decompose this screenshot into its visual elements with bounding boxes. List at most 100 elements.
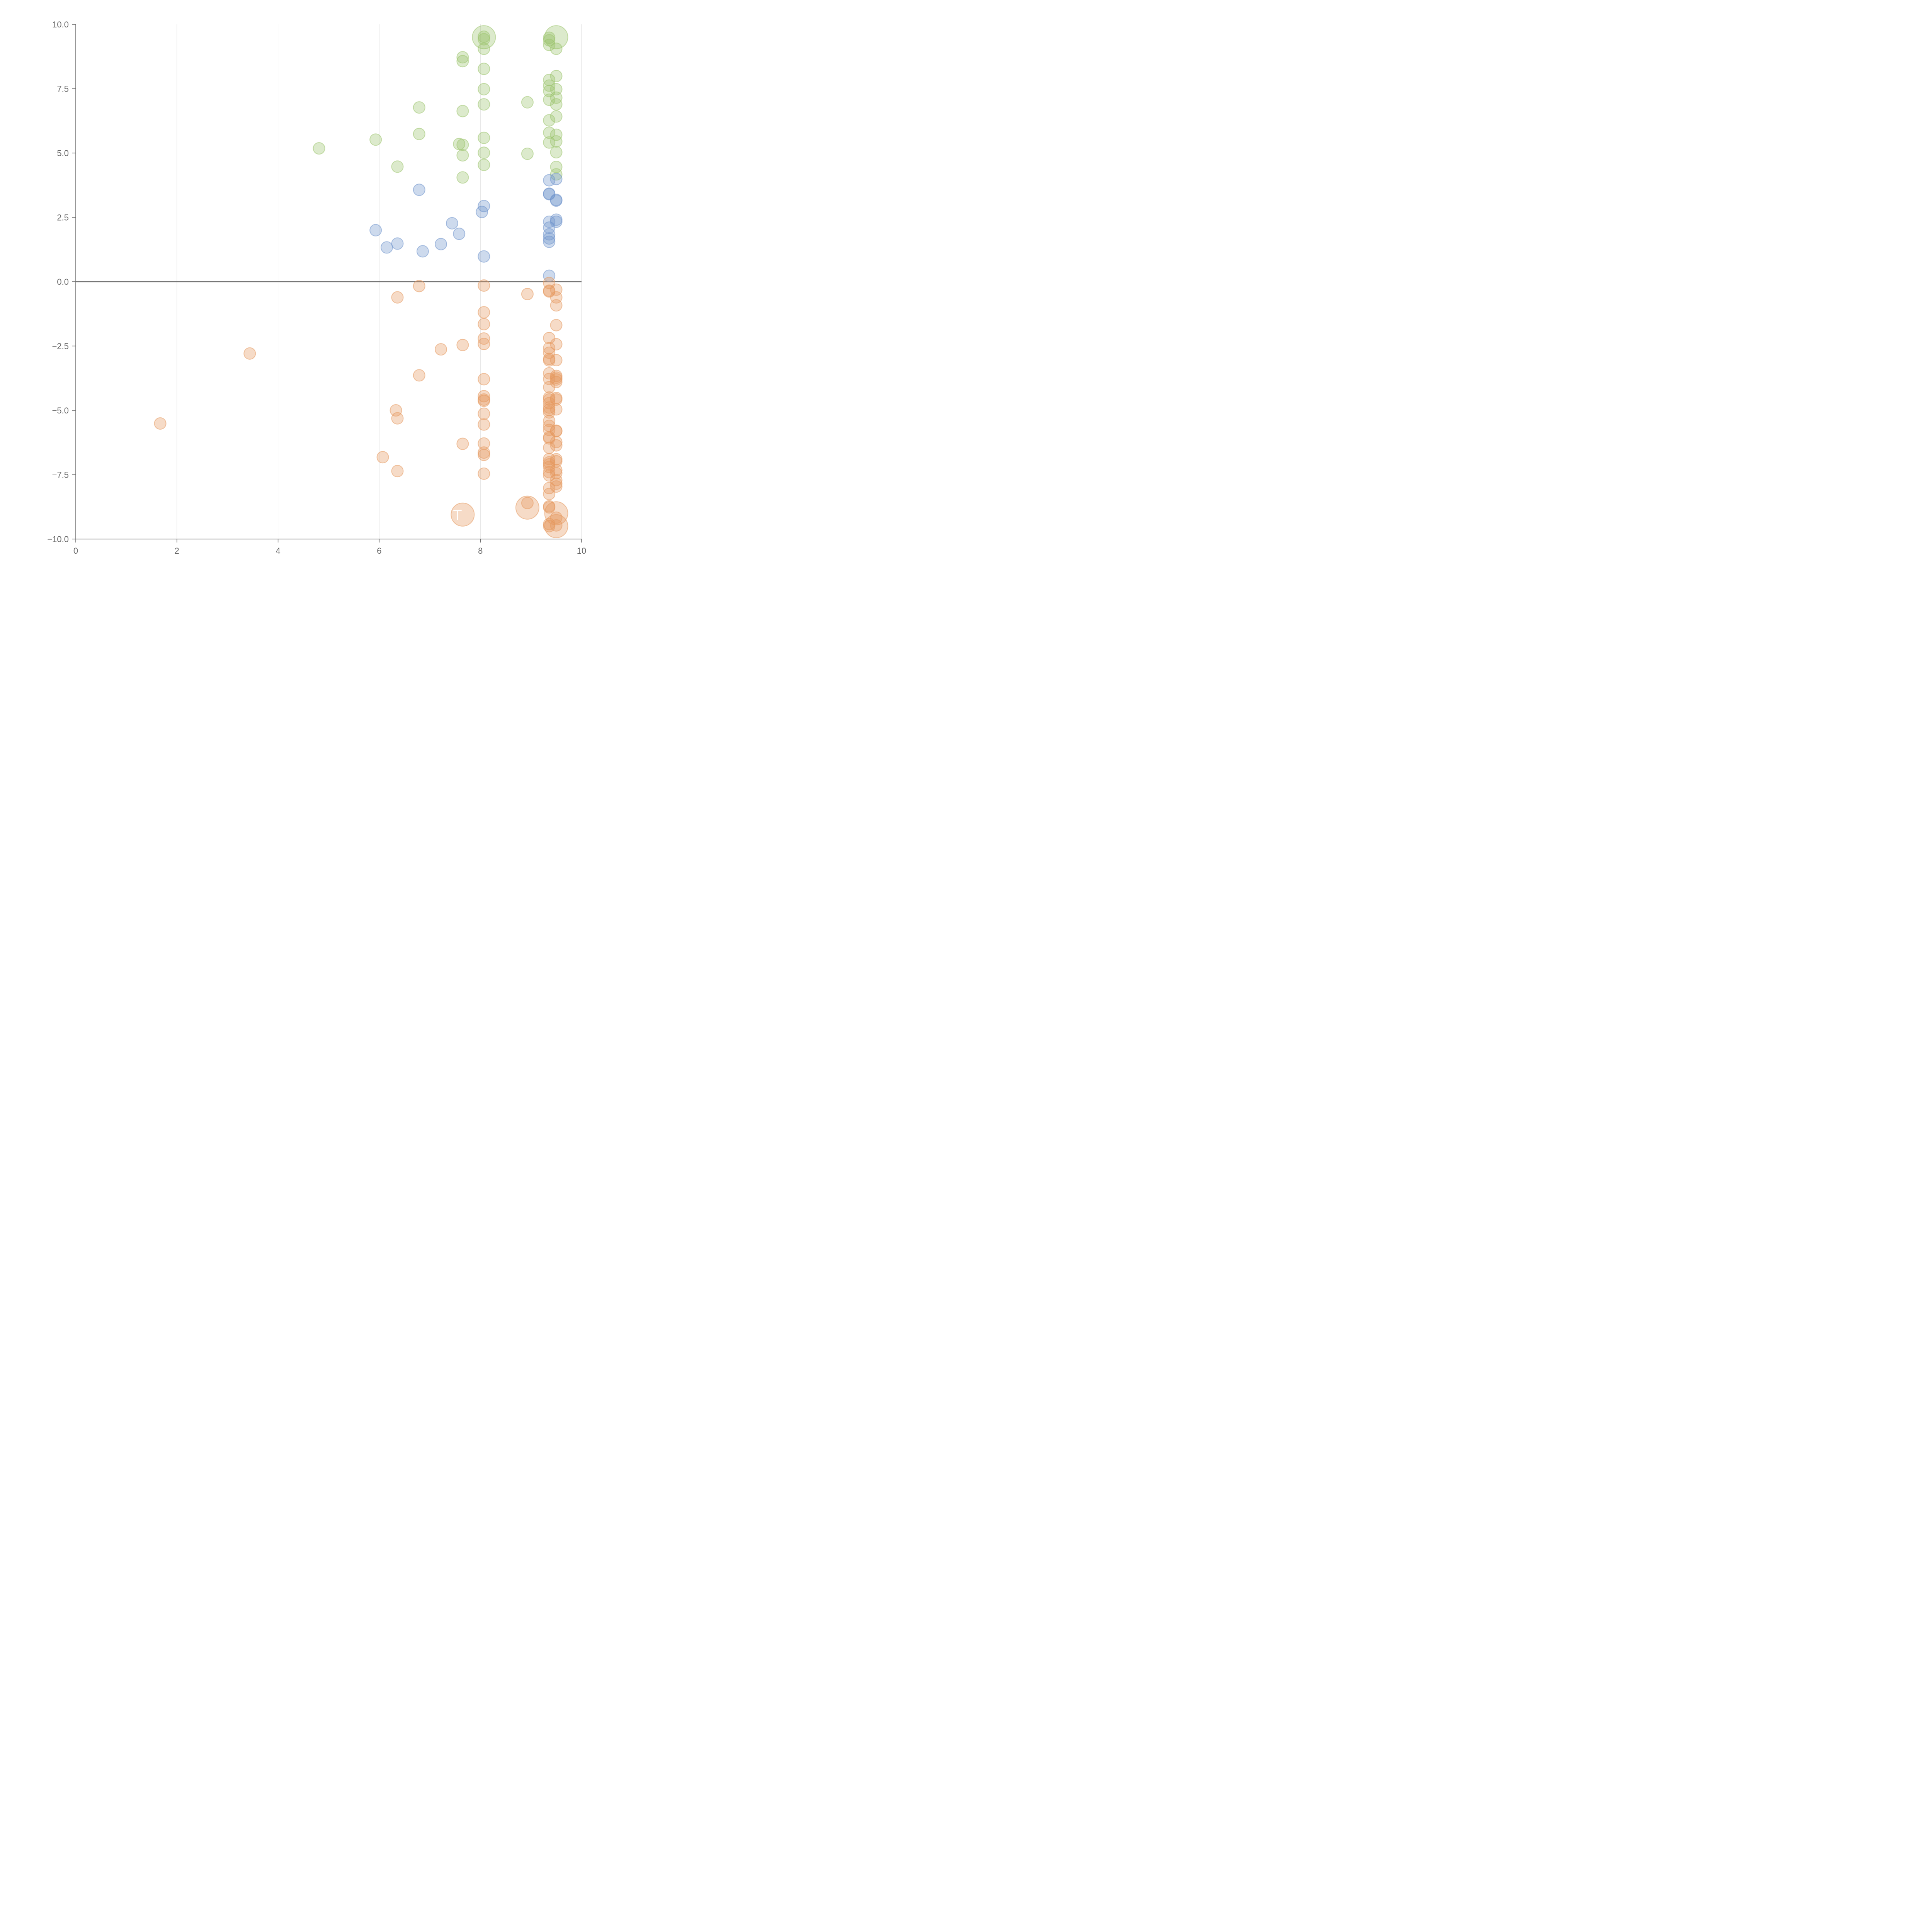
data-point-2-59	[543, 488, 556, 500]
data-point-2-85	[550, 474, 563, 486]
data-point-2-66	[550, 299, 563, 312]
data-point-2-39	[543, 381, 556, 394]
data-point-0-38	[550, 110, 563, 123]
data-point-0-17	[478, 98, 490, 111]
data-points	[154, 25, 568, 538]
data-point-0-25	[543, 39, 556, 51]
data-point-2-5	[391, 412, 404, 425]
data-point-2-72	[550, 373, 563, 386]
data-point-2-14	[478, 318, 490, 330]
data-point-2-11	[456, 437, 469, 450]
data-point-0-15	[478, 63, 490, 75]
y-tick-label-8: 10.0	[52, 20, 69, 29]
y-tick-label-3: −2.5	[52, 342, 69, 351]
data-point-2-75	[550, 393, 563, 406]
data-point-2-8	[413, 369, 425, 382]
data-point-1-5	[435, 238, 447, 250]
data-point-0-37	[550, 98, 563, 111]
data-point-0-24	[543, 34, 556, 47]
data-point-0-1	[369, 133, 382, 146]
data-point-0-19	[478, 146, 490, 159]
data-point-2-28	[521, 497, 534, 509]
series-0	[313, 25, 568, 184]
data-point-2-26	[478, 467, 490, 480]
data-point-2-89	[550, 519, 563, 532]
data-point-0-27	[543, 79, 556, 92]
data-point-2-69	[550, 354, 563, 367]
data-point-2-10	[456, 338, 469, 351]
data-point-2-45	[543, 406, 556, 419]
data-point-1-22	[550, 194, 563, 207]
data-point-2-67	[550, 319, 563, 332]
data-point-0-14	[478, 43, 490, 55]
data-point-2-20	[478, 395, 490, 407]
data-point-0-29	[543, 94, 556, 106]
big-point-2-0	[451, 502, 475, 527]
data-point-0-9	[456, 138, 469, 151]
data-point-2-83	[550, 464, 563, 476]
data-point-2-80	[550, 439, 563, 452]
data-point-1-19	[543, 269, 556, 282]
data-point-2-27	[521, 287, 534, 300]
data-point-2-73	[550, 376, 563, 388]
data-point-2-21	[478, 407, 490, 420]
data-point-0-11	[456, 171, 469, 184]
data-point-0-6	[456, 51, 469, 64]
data-point-0-16	[478, 83, 490, 95]
big-point-0-0	[472, 25, 496, 49]
data-point-2-79	[550, 435, 563, 448]
data-point-0-31	[543, 126, 556, 139]
x-tick-label-0: 0	[73, 546, 78, 556]
data-point-1-6	[446, 217, 458, 230]
data-point-1-0	[369, 224, 382, 236]
data-point-0-30	[543, 114, 556, 127]
data-point-0-0	[313, 142, 325, 155]
y-tick-label-7: 7.5	[57, 84, 69, 94]
x-tick-label-1: 2	[175, 546, 179, 556]
data-point-0-34	[550, 70, 563, 82]
data-point-2-7	[413, 280, 425, 293]
y-tick-label-4: 0.0	[57, 277, 69, 287]
data-point-1-10	[478, 250, 490, 263]
x-tick-label-5: 10	[577, 546, 586, 556]
data-point-1-7	[453, 228, 466, 240]
data-point-1-4	[416, 245, 429, 258]
data-point-0-33	[550, 43, 563, 55]
data-point-2-1	[243, 347, 256, 360]
data-point-2-9	[435, 343, 447, 356]
data-point-1-2	[391, 237, 404, 250]
data-point-1-18	[543, 235, 556, 248]
data-point-0-12	[478, 30, 490, 43]
data-point-0-4	[413, 128, 425, 140]
data-point-2-33	[543, 342, 556, 354]
data-point-1-20	[550, 173, 563, 185]
data-point-0-3	[413, 101, 425, 114]
data-point-2-22	[478, 418, 490, 431]
data-point-0-10	[456, 149, 469, 162]
annotation-t: T	[453, 507, 462, 524]
y-tick-label-2: −5.0	[52, 406, 69, 415]
y-tick-label-5: 2.5	[57, 213, 69, 223]
y-tick-label-0: −10.0	[47, 534, 69, 544]
data-point-2-84	[550, 467, 563, 480]
data-point-2-86	[550, 477, 563, 490]
data-point-0-35	[550, 83, 563, 95]
data-point-2-0	[154, 417, 167, 430]
data-point-2-76	[550, 403, 563, 416]
data-point-2-13	[478, 306, 490, 319]
data-point-0-7	[456, 55, 469, 68]
data-point-0-39	[550, 128, 563, 141]
data-point-1-1	[381, 241, 393, 254]
data-point-2-68	[550, 338, 563, 350]
x-tick-label-3: 6	[377, 546, 381, 556]
data-point-2-12	[478, 279, 490, 292]
data-point-2-36	[543, 354, 556, 367]
data-point-1-3	[413, 184, 425, 196]
data-point-0-23	[543, 31, 556, 44]
data-point-0-18	[478, 131, 490, 144]
data-point-0-40	[550, 135, 563, 148]
data-point-2-42	[543, 397, 556, 410]
data-point-1-9	[478, 200, 490, 213]
data-point-0-13	[478, 33, 490, 46]
data-point-2-17	[478, 373, 490, 386]
